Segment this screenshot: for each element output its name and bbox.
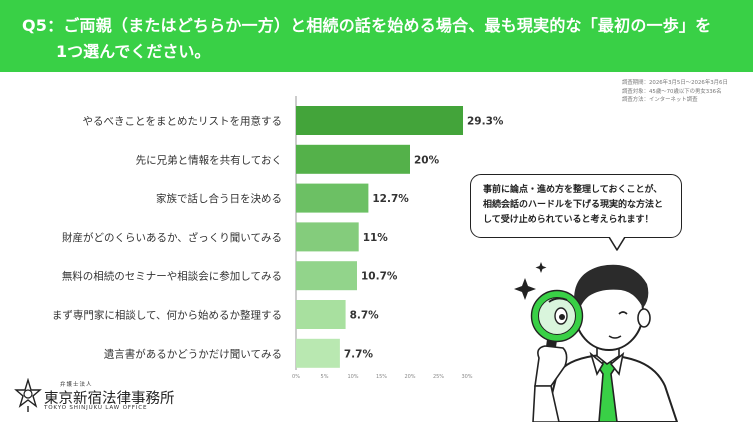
value-label-1: 29.3% (467, 116, 504, 128)
callout-line1: 事前に論点・進め方を整理しておくことが、 (483, 185, 663, 195)
x-tick-label: 0% (292, 374, 300, 380)
callout-bubble: 事前に論点・進め方を整理しておくことが、 相続会話のハードルを下げる現実的な方法… (470, 174, 682, 238)
survey-meta: 調査期間：2026年3月5日〜2026年3月6日 調査対象：45歳〜70歳以下の… (622, 79, 728, 105)
callout-line3: して受け止められていると考えられます！ (483, 215, 654, 225)
bar-4 (296, 222, 359, 252)
value-label-7: 7.7% (344, 348, 374, 360)
question-text-line2: 1つ選んでください。 (56, 42, 211, 61)
bar-5 (296, 261, 357, 291)
category-label-4: 財産がどのくらいあるか、ざっくり聞いてみる (62, 231, 282, 244)
category-label-7: 遺言書があるかどうかだけ聞いてみる (104, 347, 282, 360)
question-header: Q5：ご両親（またはどちらか一方）と相続の話を始める場合、最も現実的な「最初の一… (0, 0, 753, 72)
value-label-6: 8.7% (350, 310, 380, 322)
category-label-3: 家族で話し合う日を決める (156, 192, 282, 205)
category-label-1: やるべきことをまとめたリストを用意する (83, 115, 283, 128)
bar-6 (296, 300, 346, 329)
x-tick-label: 5% (321, 374, 329, 380)
logo-name: 東京新宿法律事務所 (44, 391, 175, 407)
value-label-3: 12.7% (372, 193, 409, 205)
x-tick-label: 25% (433, 374, 444, 380)
logo-subtitle: 弁護士法人 (60, 382, 93, 388)
logo-english-name: TOKYO SHINJUKU LAW OFFICE (44, 405, 148, 411)
x-tick-label: 30% (461, 374, 472, 380)
category-label-6: まず専門家に相談して、何から始めるか整理する (52, 309, 282, 322)
bar-2 (296, 144, 410, 174)
man-with-magnifying-glass-icon (514, 236, 679, 422)
x-tick-label: 20% (404, 374, 415, 380)
category-label-5: 無料の相続のセミナーや相談会に参加してみる (62, 270, 282, 283)
category-label-2: 先に兄弟と情報を共有しておく (136, 153, 282, 166)
survey-method: 調査方法：インターネット調査 (622, 97, 698, 103)
x-axis-ticks: 0% 5% 10% 15% 20% 25% 30% (292, 374, 473, 380)
question-text-line1: Q5：ご両親（またはどちらか一方）と相続の話を始める場合、最も現実的な「最初の一… (22, 16, 712, 35)
value-label-4: 11% (363, 232, 389, 244)
bar-7 (296, 338, 340, 368)
survey-period: 調査期間：2026年3月5日〜2026年3月6日 (622, 80, 728, 86)
law-office-logo-icon (14, 378, 42, 412)
x-tick-label: 15% (376, 374, 387, 380)
bar-1 (296, 106, 464, 135)
value-label-2: 20% (414, 154, 440, 166)
survey-target: 調査対象：45歳〜70歳以下の男女336名 (622, 88, 722, 95)
value-label-5: 10.7% (361, 271, 398, 283)
callout-line2: 相続会話のハードルを下げる現実的な方法と (483, 200, 664, 210)
x-tick-label: 10% (347, 374, 358, 380)
bars: やるべきことをまとめたリストを用意する 29.3% 先に兄弟と情報を共有しておく 20… (52, 106, 504, 368)
bar-3 (296, 183, 369, 213)
